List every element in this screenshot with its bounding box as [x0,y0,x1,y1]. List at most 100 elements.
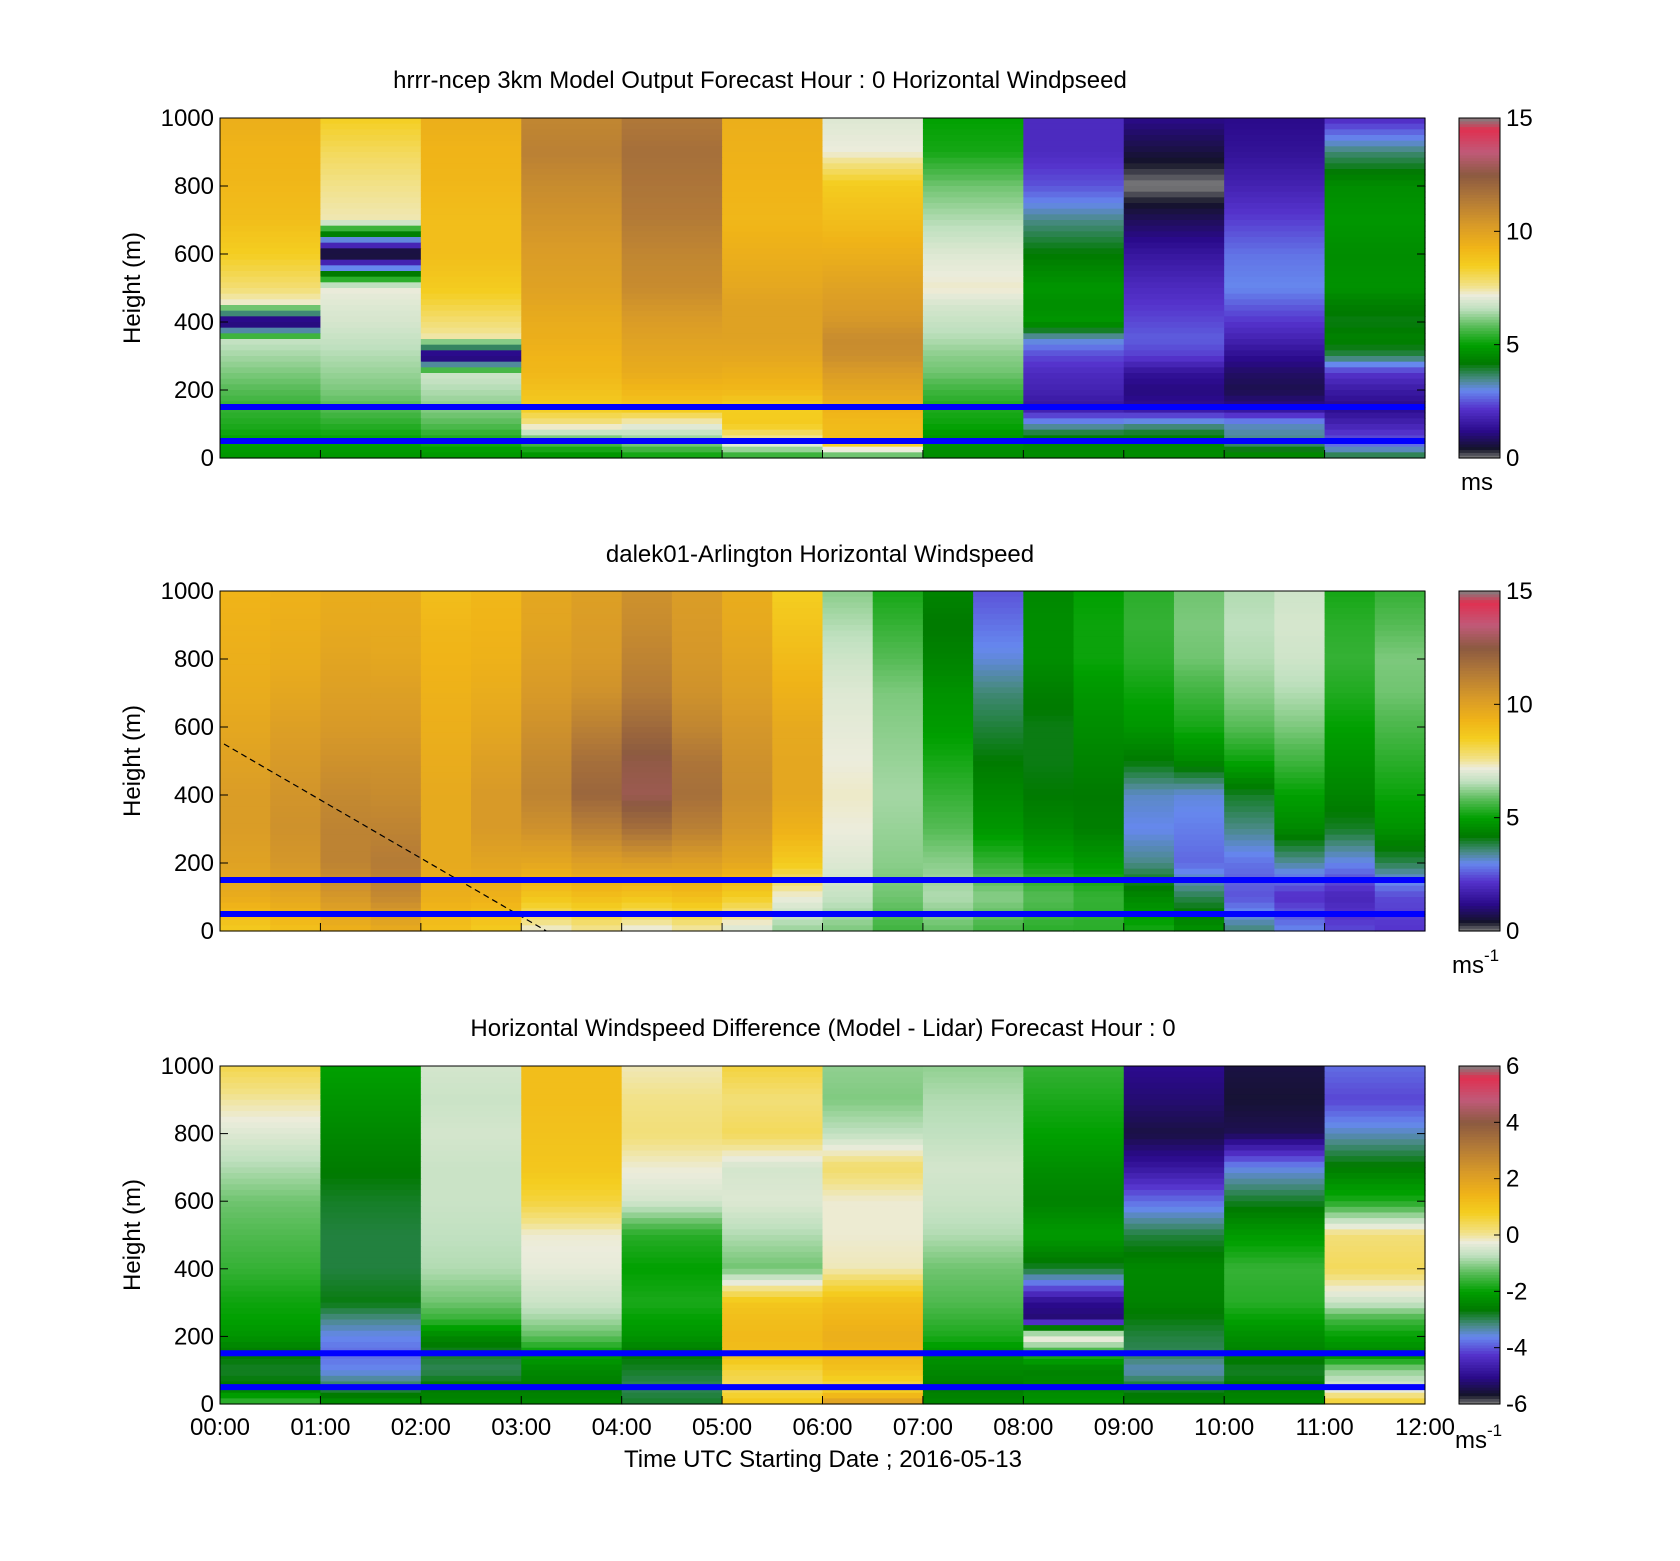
colorbar-segment [1459,831,1500,836]
heatmap-cell [1023,1392,1125,1399]
heatmap-cell [420,749,472,756]
heatmap-cell [973,829,1024,836]
heatmap-cell [1224,721,1275,728]
heatmap-cell [1123,327,1225,334]
panel-1-reference-lines [220,404,1425,444]
heatmap-cell [571,619,623,626]
heatmap-cell [1224,676,1275,683]
heatmap-cell [320,840,372,847]
heatmap-cell [1274,857,1326,864]
heatmap-cell [521,322,623,329]
heatmap-cell [420,681,472,688]
heatmap-cell [1123,636,1175,643]
heatmap-cell [772,761,824,768]
heatmap-cell [220,276,322,283]
heatmap-cell [370,812,422,819]
colorbar-segment [1459,132,1500,136]
heatmap-cell [772,846,824,853]
heatmap-cell [822,608,874,615]
heatmap-cell [370,766,422,773]
heatmap-cell [1274,602,1326,609]
heatmap-cell [1023,305,1125,312]
heatmap-cell [671,676,723,683]
heatmap-cell [1224,452,1326,459]
heatmap-cell [621,203,723,210]
heatmap-cell [471,715,522,722]
heatmap-cell [1374,778,1426,785]
heatmap-cell [1224,704,1275,711]
heatmap-cell [320,1325,422,1332]
heatmap-cell [1374,806,1426,813]
heatmap-cell [1023,636,1075,643]
heatmap-cell [973,670,1024,677]
heatmap-cell [370,653,422,660]
heatmap-cell [922,710,974,717]
heatmap-cell [922,642,974,649]
heatmap-cell [220,169,322,176]
heatmap-cell [822,1330,924,1337]
heatmap-cell [1324,1251,1426,1259]
heatmap-cell [671,925,723,932]
heatmap-cell [1173,885,1225,892]
heatmap-cell [521,169,623,176]
heatmap-cell [1023,441,1125,448]
heatmap-cell [1023,806,1075,813]
heatmap-cell [1123,1077,1225,1084]
panel-2-colorbar-unit-exponent: -1 [1484,946,1499,965]
heatmap-cell [420,1212,522,1219]
heatmap-cell [1274,721,1326,728]
heatmap-cell [270,840,322,847]
heatmap-cell [220,163,322,170]
heatmap-cell [420,783,472,790]
heatmap-cell [1374,698,1426,705]
heatmap-cell [973,738,1024,745]
heatmap-cell [1374,846,1426,853]
heatmap-cell [922,1189,1024,1197]
colorbar-segment [1459,143,1500,147]
heatmap-cell [1274,806,1326,813]
heatmap-cell [822,163,924,170]
heatmap-cell [220,452,322,459]
colorbar-segment [1459,857,1500,861]
heatmap-cell [1173,664,1225,671]
heatmap-cell [1224,293,1326,300]
heatmap-cell [722,608,773,615]
heatmap-cell [1023,140,1125,147]
heatmap-cell [220,446,322,453]
heatmap-cell [1023,749,1075,756]
heatmap-cell [1173,829,1225,836]
colorbar-segment [1459,642,1500,646]
heatmap-cell [722,676,773,683]
colorbar-segment [1459,1139,1500,1143]
heatmap-cell [220,1308,322,1315]
heatmap-cell [1374,925,1426,932]
colorbar-segment [1459,732,1500,737]
heatmap-cell [922,214,1024,221]
heatmap-cell [1324,146,1426,153]
heatmap-cell [671,664,723,671]
panel-3-ylabel: Height (m) [119,1179,146,1291]
heatmap-cell [1274,676,1326,683]
colorbar-segment [1459,749,1500,754]
heatmap-cell [1324,259,1426,266]
heatmap-cell [1224,412,1326,419]
colorbar-segment [1459,1288,1500,1292]
heatmap-cell [722,1296,824,1304]
heatmap-cell [521,783,573,790]
heatmap-cell [220,795,271,802]
heatmap-cell [1023,868,1075,875]
heatmap-cell [1374,891,1426,898]
heatmap-cell [872,840,924,847]
heatmap-cell [1123,316,1225,323]
heatmap-cell [722,840,773,847]
heatmap-cell [973,630,1024,637]
heatmap-cell [571,897,623,904]
heatmap-cell [1374,812,1426,819]
heatmap-cell [370,840,422,847]
heatmap-cell [370,732,422,739]
heatmap-cell [1224,1144,1326,1152]
heatmap-cell [822,384,924,391]
colorbar-segment [1459,1189,1500,1194]
heatmap-cell [1324,316,1426,323]
heatmap-cell [1374,772,1426,779]
